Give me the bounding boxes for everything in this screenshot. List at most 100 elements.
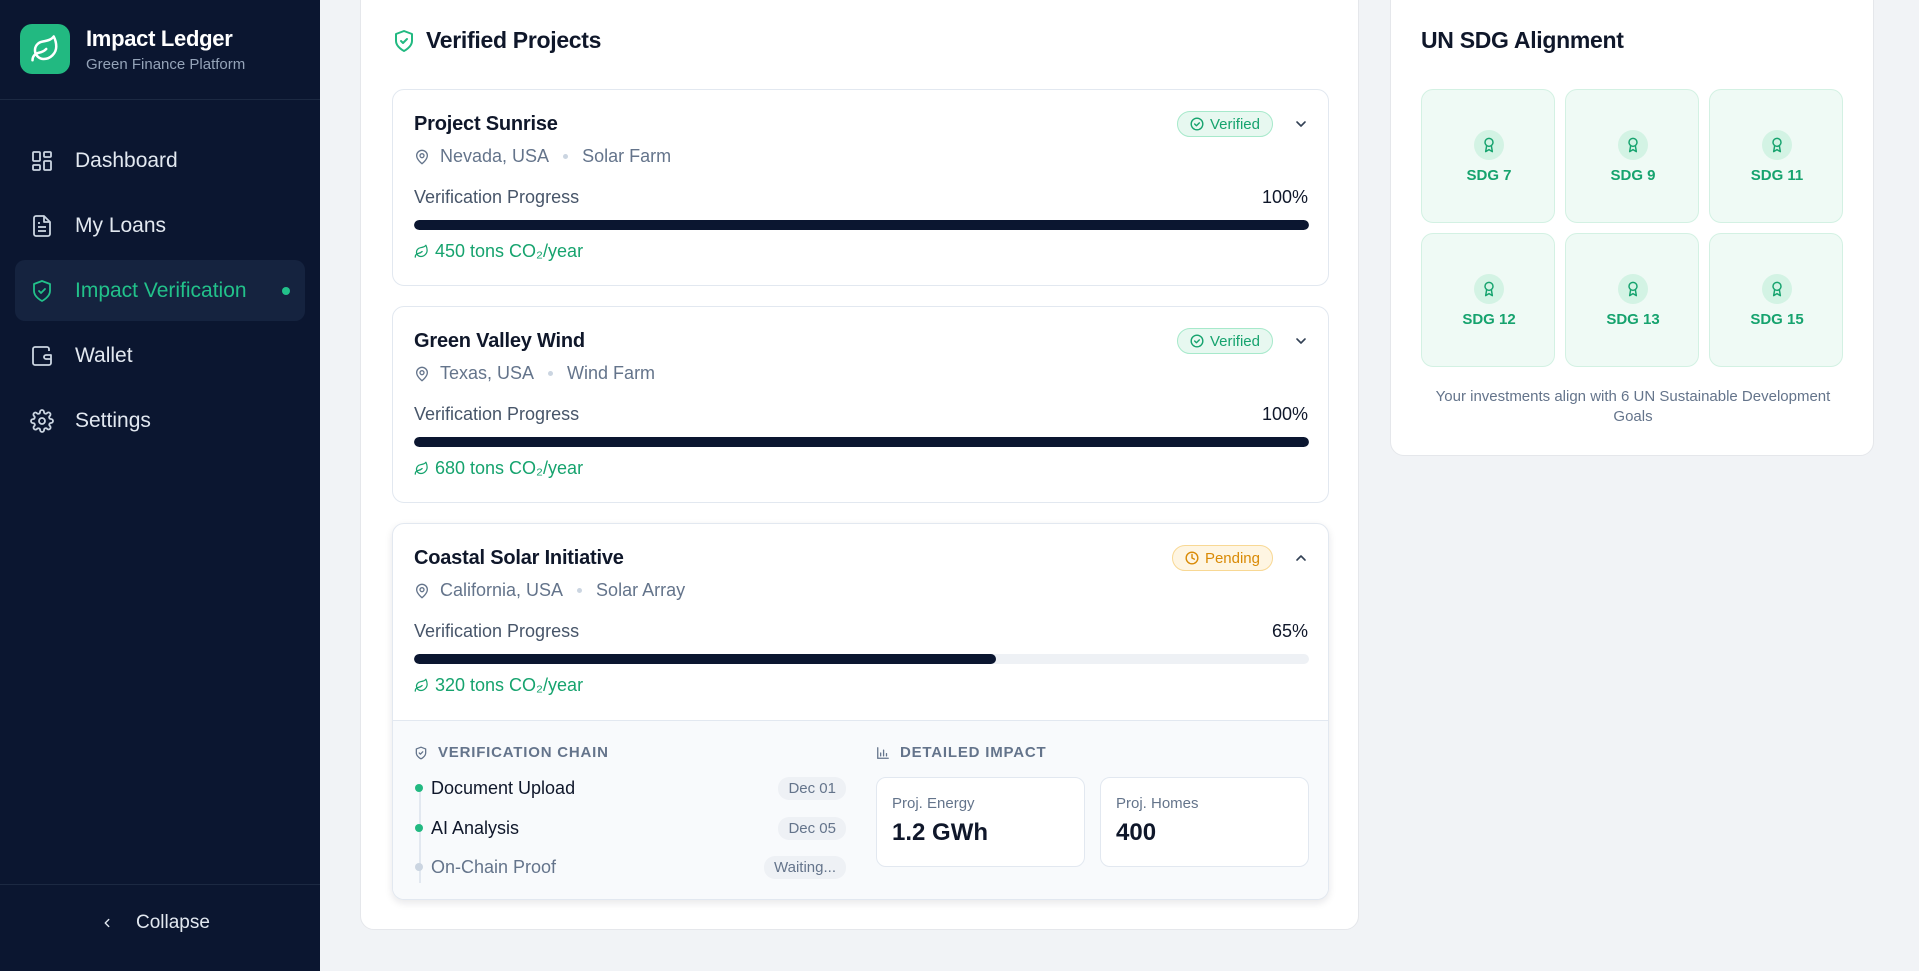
sidebar-item-my-loans[interactable]: My Loans xyxy=(15,195,305,256)
step-complete-dot xyxy=(415,784,423,792)
sdg-label: SDG 11 xyxy=(1750,167,1804,184)
step-complete-dot xyxy=(415,824,423,832)
chain-step-label: On-Chain Proof xyxy=(431,856,557,877)
verified-projects-card: Verified Projects Project Sunrise Verifi… xyxy=(360,0,1359,930)
collapse-label: Collapse xyxy=(136,912,210,933)
progress-label: Verification Progress xyxy=(414,187,580,207)
project-type: Solar Farm xyxy=(582,146,672,166)
leaf-icon xyxy=(414,678,428,692)
expand-toggle[interactable] xyxy=(1293,116,1309,137)
step-pending-dot xyxy=(415,863,423,871)
sdg-alignment-note: Your investments align with 6 UN Sustain… xyxy=(1435,388,1831,425)
project-card-project-sunrise[interactable]: Project Sunrise Verified Nevada, USA Sol… xyxy=(392,89,1329,286)
co2-impact: 680 tons CO₂/year xyxy=(414,458,583,479)
project-location: Texas, USA xyxy=(440,363,535,383)
chain-step-label: Document Upload xyxy=(431,777,576,798)
collapse-button[interactable]: Collapse xyxy=(100,912,210,934)
sidebar-item-dashboard[interactable]: Dashboard xyxy=(15,130,305,191)
brand-title: Impact Ledger xyxy=(86,25,233,51)
document-icon xyxy=(33,214,51,237)
co2-impact: 320 tons CO₂/year xyxy=(414,675,583,696)
sdg-tile[interactable]: SDG 11 xyxy=(1709,89,1843,223)
chain-step-date: Waiting... xyxy=(764,855,846,879)
active-indicator-dot xyxy=(282,286,290,295)
co2-impact-text: 450 tons CO₂/year xyxy=(435,241,584,261)
sidebar-item-wallet[interactable]: Wallet xyxy=(15,325,305,386)
project-name: Green Valley Wind xyxy=(414,330,585,352)
progress-value: 65% xyxy=(1271,621,1308,641)
bar-chart-icon xyxy=(877,746,889,759)
sdg-label: SDG 9 xyxy=(1610,167,1656,184)
stat-card-energy: Proj. Energy 1.2 GWh xyxy=(876,777,1085,867)
sdg-tile[interactable]: SDG 9 xyxy=(1565,89,1699,223)
map-pin-icon xyxy=(415,583,429,599)
map-pin-icon xyxy=(415,366,429,382)
sdg-tile[interactable]: SDG 7 xyxy=(1421,89,1555,223)
leaf-icon xyxy=(414,244,428,258)
shield-check-icon xyxy=(415,746,427,759)
dashboard-icon xyxy=(32,150,52,171)
detailed-impact-heading: DETAILED IMPACT xyxy=(876,744,1046,761)
sidebar-nav: Dashboard My Loans Impact Verification W… xyxy=(15,130,305,455)
check-circle-icon xyxy=(1190,334,1204,348)
co2-impact-text: 320 tons CO₂/year xyxy=(435,675,584,695)
verification-chain-heading: VERIFICATION CHAIN xyxy=(414,744,609,761)
status-badge-label: Verified xyxy=(1209,115,1260,133)
chain-step-label: AI Analysis xyxy=(431,817,520,838)
sidebar-item-impact-verification[interactable]: Impact Verification xyxy=(15,260,305,321)
meta-separator xyxy=(548,371,554,376)
project-details-panel: VERIFICATION CHAIN Document Upload Dec 0… xyxy=(393,720,1328,899)
stat-label: Proj. Homes xyxy=(1116,795,1199,812)
meta-separator xyxy=(563,154,569,159)
sidebar-item-label: My Loans xyxy=(75,213,167,237)
project-type: Wind Farm xyxy=(567,363,656,383)
clock-icon xyxy=(1185,551,1199,565)
chevron-down-icon xyxy=(1296,338,1306,344)
chevron-up-icon xyxy=(1296,555,1306,561)
progress-value: 100% xyxy=(1261,404,1308,424)
status-badge: Verified xyxy=(1176,328,1273,354)
sidebar-item-settings[interactable]: Settings xyxy=(15,390,305,451)
detailed-impact-title: DETAILED IMPACT xyxy=(900,744,1047,761)
sdg-alignment-card: UN SDG Alignment SDG 7 SDG 9 SDG 11 SDG … xyxy=(1390,0,1874,456)
collapse-toggle[interactable] xyxy=(1293,550,1309,571)
brand-subtitle: Green Finance Platform xyxy=(86,55,246,73)
expand-toggle[interactable] xyxy=(1293,333,1309,354)
sidebar-divider xyxy=(0,99,320,100)
stat-label: Proj. Energy xyxy=(892,795,975,812)
sdg-label: SDG 7 xyxy=(1466,167,1512,184)
map-pin-icon xyxy=(415,149,429,165)
project-card-green-valley-wind[interactable]: Green Valley Wind Verified Texas, USA Wi… xyxy=(392,306,1329,503)
sdg-label: SDG 13 xyxy=(1606,311,1660,328)
wallet-icon xyxy=(32,345,52,366)
progress-value: 100% xyxy=(1261,187,1308,207)
chevron-down-icon xyxy=(1296,121,1306,127)
brand[interactable]: Impact Ledger Green Finance Platform xyxy=(20,24,245,74)
stat-value: 400 xyxy=(1116,819,1157,846)
progress-bar xyxy=(414,437,1309,447)
gear-icon xyxy=(30,408,54,433)
sdg-tile[interactable]: SDG 15 xyxy=(1709,233,1843,367)
shield-check-icon xyxy=(392,29,416,58)
project-card-coastal-solar-initiative[interactable]: Coastal Solar Initiative Pending Califor… xyxy=(392,523,1329,900)
award-icon xyxy=(1474,274,1504,304)
status-badge: Pending xyxy=(1171,545,1273,571)
project-meta: Texas, USA Wind Farm xyxy=(414,363,655,384)
sdg-tile[interactable]: SDG 13 xyxy=(1565,233,1699,367)
status-badge: Verified xyxy=(1176,111,1273,137)
sdg-tile[interactable]: SDG 12 xyxy=(1421,233,1555,367)
progress-label: Verification Progress xyxy=(414,621,580,641)
section-title: Verified Projects xyxy=(426,27,602,53)
check-circle-icon xyxy=(1190,117,1204,131)
status-badge-label: Verified xyxy=(1209,332,1260,350)
award-icon xyxy=(1618,274,1648,304)
section-title: UN SDG Alignment xyxy=(1421,27,1624,53)
project-name: Project Sunrise xyxy=(414,113,558,135)
leaf-logo-icon xyxy=(20,24,70,74)
sidebar: Impact Ledger Green Finance Platform Das… xyxy=(0,0,320,971)
co2-impact-text: 680 tons CO₂/year xyxy=(435,458,584,478)
chain-step-date: Dec 01 xyxy=(778,776,846,800)
status-badge-label: Pending xyxy=(1204,549,1260,567)
chain-step-date: Dec 05 xyxy=(778,816,846,840)
project-meta: California, USA Solar Array xyxy=(414,580,685,601)
